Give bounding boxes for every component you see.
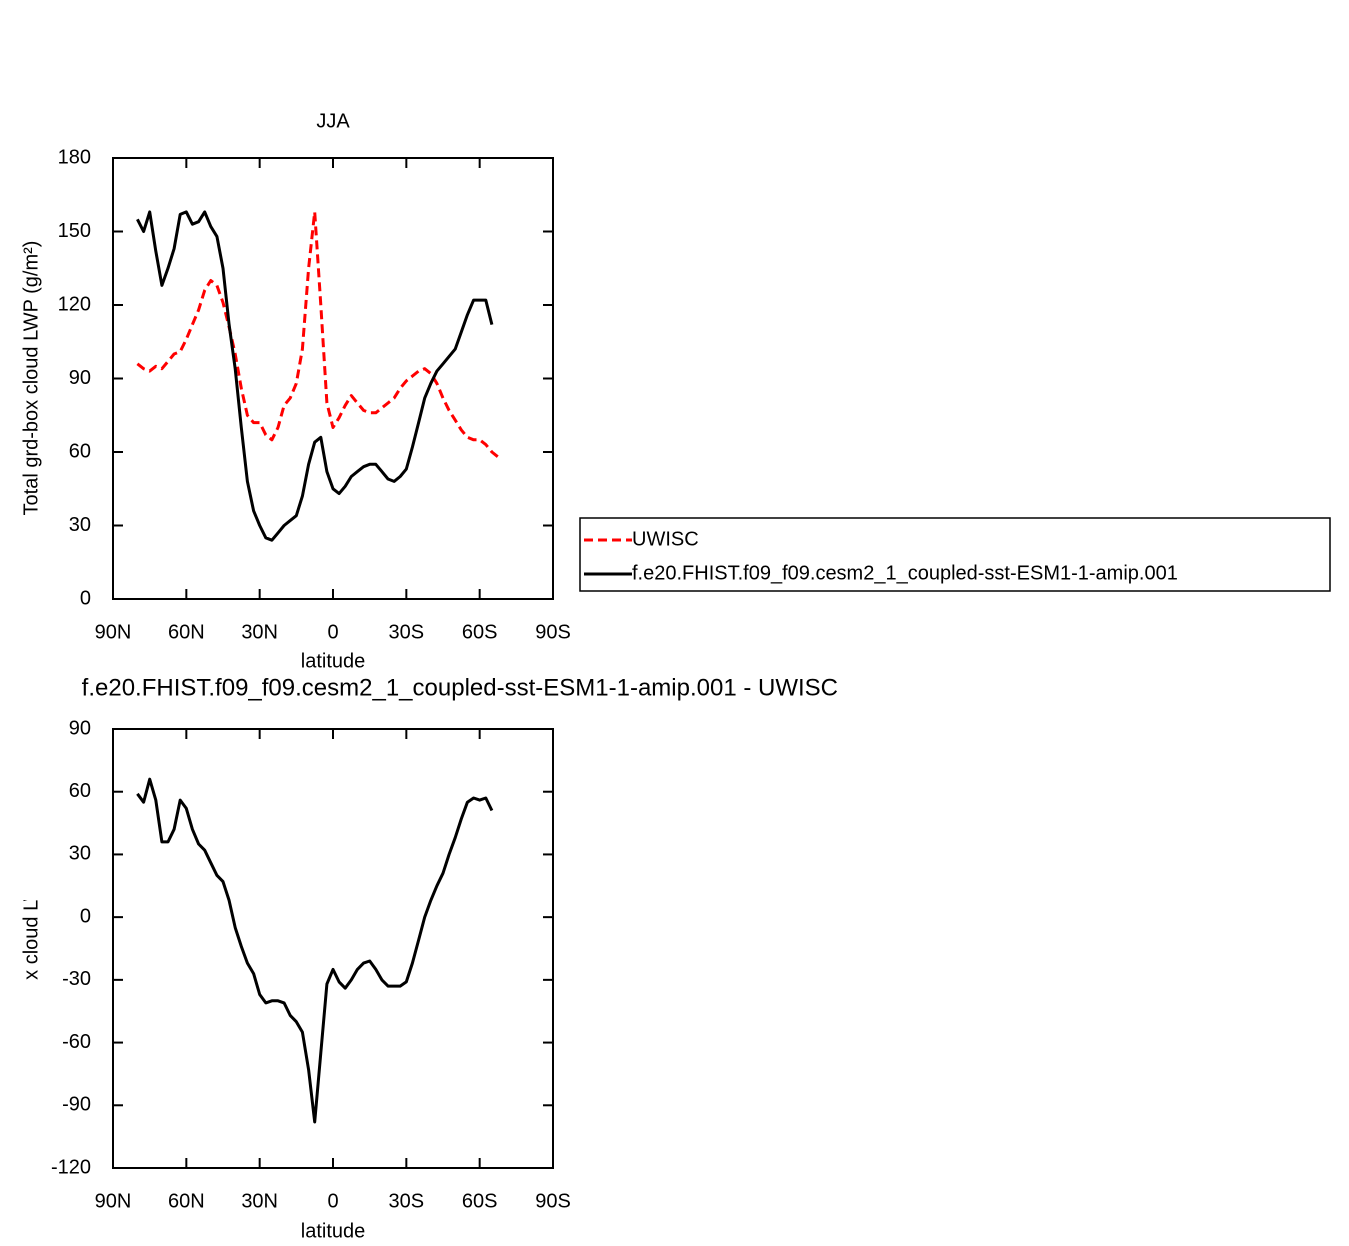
- x-tick-label: 90S: [535, 1190, 571, 1212]
- plot-frame: [112, 157, 554, 600]
- y-tick-label: 30: [69, 843, 91, 865]
- x-tick-label: 30N: [241, 1190, 278, 1212]
- y-tick-label: 90: [69, 717, 91, 739]
- legend-label: f.e20.FHIST.f09_f09.cesm2_1_coupled-sst-…: [632, 562, 1178, 584]
- y-axis-label: Total grd-box cloud LWP (g/m²): [20, 241, 42, 516]
- x-tick-label: 0: [327, 621, 338, 643]
- y-tick-label: 150: [58, 220, 91, 242]
- y-tick-label: 180: [58, 146, 91, 168]
- x-tick-label: 60N: [168, 621, 205, 643]
- y-axis-label: Total grd-box cloud LWP (g/m²): [20, 811, 42, 1086]
- legend-box: [579, 517, 1331, 592]
- data-line: [136, 210, 499, 459]
- x-tick-label: 0: [327, 1190, 338, 1212]
- y-tick-label: 0: [80, 587, 91, 609]
- x-tick-label: 90N: [95, 1190, 132, 1212]
- chart-title: JJA: [316, 110, 350, 132]
- y-tick-label: 0: [80, 905, 91, 927]
- x-tick-label: 60N: [168, 1190, 205, 1212]
- chart-title: f.e20.FHIST.f09_f09.cesm2_1_coupled-sst-…: [82, 674, 838, 701]
- y-tick-label: 30: [69, 514, 91, 536]
- y-tick-label: 90: [69, 367, 91, 389]
- plot-frame: [112, 728, 554, 1169]
- x-tick-label: 60S: [462, 621, 498, 643]
- data-line: [136, 777, 494, 1124]
- y-tick-label: -90: [62, 1094, 91, 1116]
- x-tick-label: 60S: [462, 1190, 498, 1212]
- y-tick-label: -30: [62, 968, 91, 990]
- x-tick-label: 30N: [241, 621, 278, 643]
- x-tick-label: 30S: [389, 1190, 425, 1212]
- data-line: [136, 210, 494, 542]
- x-tick-label: 30S: [389, 621, 425, 643]
- x-tick-label: 90N: [95, 621, 132, 643]
- y-tick-label: 120: [58, 293, 91, 315]
- legend-label: UWISC: [632, 528, 699, 550]
- y-tick-label: 60: [69, 440, 91, 462]
- y-tick-label: 60: [69, 780, 91, 802]
- x-axis-label: latitude: [301, 1220, 366, 1242]
- x-axis-label: latitude: [301, 650, 366, 672]
- y-tick-label: -120: [51, 1156, 91, 1178]
- y-tick-label: -60: [62, 1031, 91, 1053]
- x-tick-label: 90S: [535, 621, 571, 643]
